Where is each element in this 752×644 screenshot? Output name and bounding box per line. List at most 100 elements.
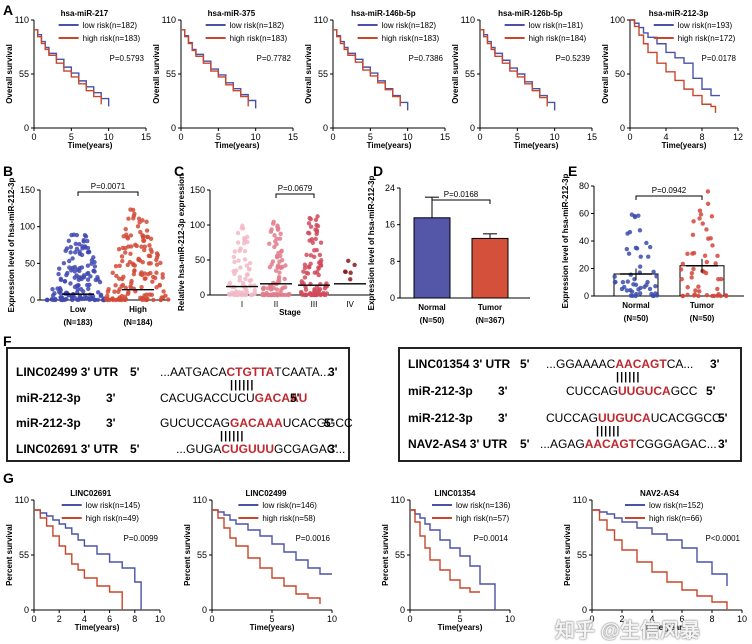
data-point-normal [625, 279, 631, 284]
data-point-stage [269, 287, 274, 292]
data-point-stage [242, 235, 247, 241]
seq-part: ...GUGA [176, 442, 222, 456]
y-axis-label: Percent survival [563, 524, 572, 586]
p-value: P<0.0001 [706, 534, 741, 543]
seq-dir: 5' [718, 411, 728, 425]
seq-sequence: ...GUGACUGUUUGCGAGAC... [176, 442, 345, 456]
data-point-stage [348, 270, 353, 275]
data-point-stage [283, 292, 288, 298]
data-point-high [134, 243, 139, 249]
y-axis-label: Overall survival [5, 44, 14, 104]
seq-sequence: ...AGAGAACAGTCGGGAGAC... [540, 437, 717, 451]
seq-dir: 5' [520, 357, 530, 371]
data-point-low [63, 248, 68, 254]
data-point-tumor [690, 251, 695, 256]
y-tick-label: 0 [30, 295, 35, 305]
data-point-high [142, 244, 148, 249]
data-point-tumor [715, 253, 720, 259]
data-point-stage [308, 261, 313, 266]
y-tick-label: 110 [162, 15, 176, 25]
panel-letter-d: D [373, 163, 384, 179]
data-point-tumor [715, 286, 720, 292]
data-point-low [72, 284, 78, 290]
data-point-stage [316, 288, 322, 293]
y-axis-label: Expression level of hsa-miR-212-3p [367, 176, 376, 311]
legend-label: low risk(n=182) [382, 21, 437, 30]
category-n: (N=50) [420, 316, 445, 325]
data-point-normal [631, 282, 636, 287]
data-point-high [132, 268, 137, 274]
data-point-low [57, 266, 62, 271]
data-point-tumor [713, 261, 718, 266]
x-tick-label: 10 [155, 614, 165, 624]
data-point-stage [278, 231, 283, 237]
data-point-tumor [692, 292, 697, 297]
seq-label: LINC02691 3' UTR [16, 442, 119, 456]
data-point-stage [231, 268, 236, 274]
data-point-tumor [701, 269, 706, 274]
chart-title: hsa-miR-212-3p [649, 9, 709, 18]
x-tick-label: 12 [733, 132, 743, 142]
x-tick-label: 0 [209, 614, 214, 624]
x-axis-label: Time(years) [250, 623, 295, 632]
legend-label: low risk(n=152) [649, 501, 704, 510]
data-point-low [88, 274, 93, 279]
data-point-tumor [696, 293, 701, 299]
data-point-tumor [711, 293, 717, 299]
data-point-stage [308, 253, 314, 258]
data-point-low [66, 238, 72, 244]
data-point-high [139, 270, 144, 275]
data-point-normal [630, 293, 635, 298]
data-point-high [122, 297, 128, 303]
y-axis-label: Percent survival [5, 524, 14, 586]
x-tick-label: 15 [440, 132, 450, 142]
x-tick-label: 10 [550, 132, 560, 142]
seq-sequence: ...GGAAAACAACAGTCA... [546, 357, 693, 371]
x-tick-label: 5 [216, 132, 221, 142]
data-point-tumor [705, 201, 711, 206]
data-point-stage [277, 236, 283, 241]
y-axis-label: Overall survival [152, 44, 161, 104]
seq-part: GCGAGAC... [274, 442, 346, 456]
data-point-normal [651, 293, 656, 299]
data-point-low [92, 259, 97, 265]
y-tick-label: 20 [579, 264, 589, 274]
y-tick-label: 0 [202, 605, 207, 615]
data-point-low [74, 232, 80, 238]
seq-label: miR-212-3p [408, 411, 473, 425]
data-point-normal [628, 272, 633, 277]
y-tick-label: 150 [190, 185, 205, 195]
x-tick-label: 0 [627, 132, 632, 142]
data-point-stage [267, 264, 273, 270]
data-point-low [72, 275, 77, 280]
significance-bracket [431, 199, 491, 204]
data-point-tumor [685, 251, 690, 256]
y-tick-label: 0 [400, 605, 405, 615]
data-point-stage [231, 254, 237, 260]
data-point-stage [318, 292, 323, 297]
data-point-high [118, 296, 123, 301]
y-tick-label: 0 [470, 123, 475, 133]
data-point-normal [629, 289, 635, 294]
data-point-normal [637, 264, 643, 269]
seq-box-right: LINC01354 3' UTR 5' ...GGAAAACAACAGTCA..… [398, 347, 742, 462]
data-point-stage [271, 219, 276, 225]
data-point-low [64, 296, 69, 302]
y-tick-label: 80 [579, 181, 589, 191]
seq-label: LINC01354 3' UTR [408, 357, 511, 371]
seq-seed: CTGTTA [226, 365, 275, 379]
data-point-tumor [710, 243, 715, 248]
km-curve-high [630, 19, 717, 113]
seq-dir: 3' [328, 365, 338, 379]
seq-part: UCACGGCC [650, 411, 721, 425]
seq-dir: 5' [324, 416, 334, 430]
data-point-stage [240, 223, 245, 228]
y-tick-label: 8 [390, 256, 395, 266]
data-point-tumor [679, 276, 684, 282]
data-point-normal [620, 279, 626, 285]
data-point-stage [238, 265, 243, 270]
seq-label: LINC02499 3' UTR [16, 365, 119, 379]
y-tick-label: 100 [20, 222, 35, 232]
category-label: Tumor [690, 301, 714, 310]
x-tick-label: 8 [699, 132, 704, 142]
